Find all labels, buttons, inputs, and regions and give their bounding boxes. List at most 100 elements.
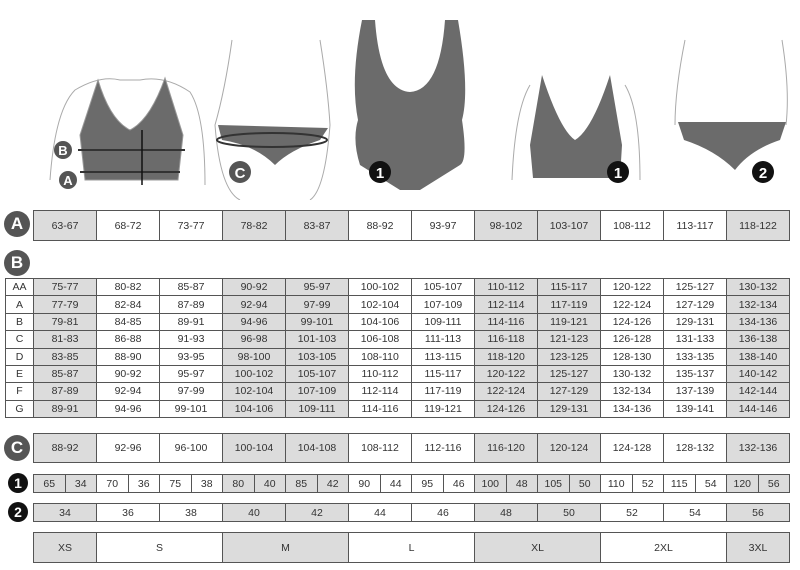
marker-b: B xyxy=(4,250,30,276)
swimsuit-cell: 120 xyxy=(727,475,759,493)
swimsuit-cell: 90 xyxy=(349,475,381,493)
bust-cell: 125-127 xyxy=(538,365,601,384)
swimsuit-cell: 38 xyxy=(191,475,223,493)
size-cell: 52 xyxy=(601,504,664,522)
bust-cell: 116-118 xyxy=(475,331,538,349)
bust-cell: 130-132 xyxy=(601,365,664,384)
size-cell: 98-102 xyxy=(475,211,538,241)
bust-cell: 86-88 xyxy=(97,331,160,349)
swimsuit-cell: 52 xyxy=(632,475,664,493)
bust-cell: 95-97 xyxy=(286,279,349,297)
size-cell: 56 xyxy=(727,504,790,522)
bust-cell: 81-83 xyxy=(34,331,97,349)
swimsuit-cell: 105 xyxy=(538,475,570,493)
size-cell: 104-108 xyxy=(286,434,349,463)
brief-size-row: 34 36 38 40 42 44 46 48 50 52 54 56 xyxy=(33,503,790,522)
bust-cell: 97-99 xyxy=(160,383,223,401)
bust-cell: 94-96 xyxy=(223,313,286,332)
size-cell: 103-107 xyxy=(538,211,601,241)
size-cell: 46 xyxy=(412,504,475,522)
bust-cell: 114-116 xyxy=(475,313,538,332)
bust-cell: 112-114 xyxy=(349,383,412,401)
bust-cell: 117-119 xyxy=(538,296,601,314)
size-cell: 124-128 xyxy=(601,434,664,463)
bust-cell: 104-106 xyxy=(349,313,412,332)
bust-cell: 122-124 xyxy=(475,383,538,401)
bust-cell: 127-129 xyxy=(664,296,727,314)
bust-cell: 139-141 xyxy=(664,400,727,418)
size-label-xl: XL xyxy=(475,533,601,563)
bust-cell: 96-98 xyxy=(223,331,286,349)
size-cell: 68-72 xyxy=(97,211,160,241)
bust-cell: 109-111 xyxy=(412,313,475,332)
bust-cell: 85-87 xyxy=(160,279,223,297)
bust-cell: 130-132 xyxy=(727,279,790,297)
swimsuit-cell: 70 xyxy=(97,475,129,493)
bust-cell: 142-144 xyxy=(727,383,790,401)
bust-table: AA 75-77 80-82 85-87 90-92 95-97 100-102 105-10… xyxy=(5,278,790,418)
swimsuit-cell: 85 xyxy=(286,475,318,493)
swimsuit-cell: 115 xyxy=(664,475,696,493)
bust-cell: 88-90 xyxy=(97,348,160,366)
bust-cell: 129-131 xyxy=(538,400,601,418)
size-cell: 42 xyxy=(286,504,349,522)
size-cell: 36 xyxy=(97,504,160,522)
bust-cell: 90-92 xyxy=(97,365,160,384)
bust-cell: 136-138 xyxy=(727,331,790,349)
size-cell: 50 xyxy=(538,504,601,522)
swimsuit-cell: 110 xyxy=(601,475,633,493)
bust-cell: 117-119 xyxy=(412,383,475,401)
letter-size-row: XS S M L XL 2XL 3XL xyxy=(33,532,790,563)
bust-cell: 99-101 xyxy=(286,313,349,332)
bra-measure-figure xyxy=(49,76,206,186)
size-cell: 96-100 xyxy=(160,434,223,463)
size-cell: 120-124 xyxy=(538,434,601,463)
bust-cell: 95-97 xyxy=(160,365,223,384)
swimsuit-cell: 56 xyxy=(758,475,790,493)
bust-cell: 118-120 xyxy=(475,348,538,366)
brief-figure xyxy=(674,39,788,170)
cup-label: AA xyxy=(6,279,34,297)
bust-cell: 97-99 xyxy=(286,296,349,314)
swimsuit-cell: 34 xyxy=(65,475,97,493)
svg-text:1: 1 xyxy=(614,165,622,182)
size-cell: 132-136 xyxy=(727,434,790,463)
cup-label: D xyxy=(6,348,34,366)
bust-cell: 121-123 xyxy=(538,331,601,349)
bust-cell: 103-105 xyxy=(286,348,349,366)
bust-cell: 83-85 xyxy=(34,348,97,366)
bust-cell: 122-124 xyxy=(601,296,664,314)
size-cell: 83-87 xyxy=(286,211,349,241)
cup-label: A xyxy=(6,296,34,314)
bust-cell: 98-100 xyxy=(223,348,286,366)
bust-cell: 125-127 xyxy=(664,279,727,297)
bust-cell: 131-133 xyxy=(664,331,727,349)
bust-cell: 91-93 xyxy=(160,331,223,349)
bust-cell: 140-142 xyxy=(727,365,790,384)
swimsuit-figure xyxy=(354,20,466,190)
bust-cell: 84-85 xyxy=(97,313,160,332)
size-cell: 34 xyxy=(34,504,97,522)
bust-cell: 100-102 xyxy=(349,279,412,297)
swimsuit-cell: 75 xyxy=(160,475,192,493)
size-label-l: L xyxy=(349,533,475,563)
bust-cell: 115-117 xyxy=(412,365,475,384)
bust-cell: 109-111 xyxy=(286,400,349,418)
marker-2: 2 xyxy=(8,502,28,522)
bust-cell: 134-136 xyxy=(601,400,664,418)
illustration-markers: B A C 1 1 2 xyxy=(54,141,774,189)
bust-cell: 105-107 xyxy=(412,279,475,297)
svg-text:2: 2 xyxy=(759,165,767,182)
bust-cell: 82-84 xyxy=(97,296,160,314)
bust-cell: 110-112 xyxy=(349,365,412,384)
bust-cell: 107-109 xyxy=(286,383,349,401)
bust-cell: 132-134 xyxy=(727,296,790,314)
size-cell: 113-117 xyxy=(664,211,727,241)
bust-cell: 102-104 xyxy=(223,383,286,401)
svg-text:1: 1 xyxy=(376,165,384,182)
size-cell: 88-92 xyxy=(34,434,97,463)
size-cell: 78-82 xyxy=(223,211,286,241)
swimsuit-cell: 100 xyxy=(475,475,507,493)
bust-cell: 129-131 xyxy=(664,313,727,332)
